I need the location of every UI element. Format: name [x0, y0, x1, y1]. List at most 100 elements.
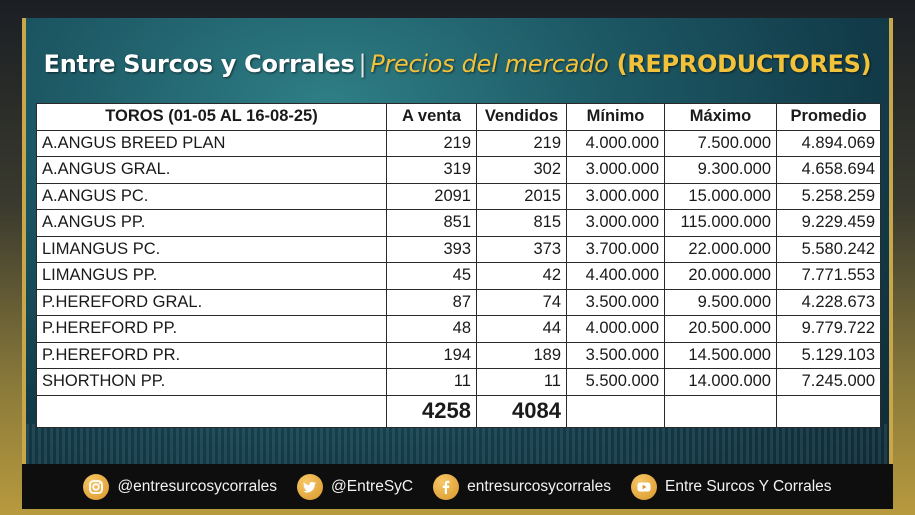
twitter-handle: @EntreSyC: [331, 477, 414, 495]
youtube-handle: Entre Surcos Y Corrales: [664, 477, 832, 495]
instagram-handle: @entresurcosycorrales: [117, 477, 278, 495]
cell-maximo: 115.000.000: [664, 209, 777, 237]
cell-vendidos: 219: [476, 129, 567, 157]
facebook-handle: entresurcosycorrales: [467, 477, 611, 495]
cell-minimo: 5.500.000: [566, 368, 665, 396]
cell-name: P.HEREFORD GRAL.: [36, 288, 387, 316]
cell-name: A.ANGUS GRAL.: [36, 156, 387, 184]
cell-a-venta: 87: [386, 288, 477, 316]
cell-a-venta: 48: [386, 315, 477, 343]
cell-minimo: 4.000.000: [566, 315, 665, 343]
cell-maximo: 9.500.000: [664, 288, 777, 316]
cell-vendidos: 11: [476, 368, 567, 396]
cell-maximo: 15.000.000: [664, 182, 777, 210]
cell-promedio: 7.771.553: [776, 262, 881, 290]
cell-name: P.HEREFORD PR.: [36, 341, 387, 369]
cell-promedio: 5.580.242: [776, 235, 881, 263]
cell-a-venta: 851: [386, 209, 477, 237]
cell-promedio: 5.129.103: [776, 341, 881, 369]
cell-minimo: 3.500.000: [566, 341, 665, 369]
column-header-minimo: Mínimo: [566, 103, 665, 131]
cell-promedio: 5.258.259: [776, 182, 881, 210]
cell-minimo: 3.500.000: [566, 288, 665, 316]
cell-vendidos: 815: [476, 209, 567, 237]
total-a-venta: 4258: [386, 394, 477, 428]
cell-promedio: 7.245.000: [776, 368, 881, 396]
cell-name: A.ANGUS BREED PLAN: [36, 129, 387, 157]
table-row: A.ANGUS PP. 851 815 3.000.000 115.000.00…: [36, 209, 881, 237]
column-header-maximo: Máximo: [664, 103, 777, 131]
cell-a-venta: 194: [386, 341, 477, 369]
cell-maximo: 14.000.000: [664, 368, 777, 396]
cell-maximo: 22.000.000: [664, 235, 777, 263]
cell-a-venta: 393: [386, 235, 477, 263]
instagram-link[interactable]: @entresurcosycorrales: [83, 473, 278, 500]
cell-name: A.ANGUS PP.: [36, 209, 387, 237]
cell-promedio: 9.229.459: [776, 209, 881, 237]
cell-promedio: 4.228.673: [776, 288, 881, 316]
cell-vendidos: 189: [476, 341, 567, 369]
youtube-link[interactable]: Entre Surcos Y Corrales: [630, 473, 832, 500]
cell-name: LIMANGUS PP.: [36, 262, 387, 290]
price-table: TOROS (01-05 AL 16-08-25) A venta Vendid…: [36, 103, 881, 428]
table-header-row: TOROS (01-05 AL 16-08-25) A venta Vendid…: [36, 103, 881, 131]
table-row: P.HEREFORD PP. 48 44 4.000.000 20.500.00…: [36, 315, 881, 343]
table-row: P.HEREFORD PR. 194 189 3.500.000 14.500.…: [36, 341, 881, 369]
cell-minimo: 4.400.000: [566, 262, 665, 290]
column-header-vendidos: Vendidos: [476, 103, 567, 131]
cell-vendidos: 373: [476, 235, 567, 263]
column-header-category: TOROS (01-05 AL 16-08-25): [36, 103, 387, 131]
title-subtitle: Precios del mercado: [370, 50, 609, 78]
table-row: A.ANGUS BREED PLAN 219 219 4.000.000 7.5…: [36, 129, 881, 157]
page-title: Entre Surcos y Corrales | Precios del merc…: [0, 50, 915, 78]
totals-empty-cell: [36, 394, 387, 428]
cell-promedio: 9.779.722: [776, 315, 881, 343]
table-row: SHORTHON PP. 11 11 5.500.000 14.000.000 …: [36, 368, 881, 396]
cell-vendidos: 302: [476, 156, 567, 184]
cell-a-venta: 11: [386, 368, 477, 396]
cell-vendidos: 74: [476, 288, 567, 316]
table-row: P.HEREFORD GRAL. 87 74 3.500.000 9.500.0…: [36, 288, 881, 316]
column-header-a-venta: A venta: [386, 103, 477, 131]
cell-name: LIMANGUS PC.: [36, 235, 387, 263]
totals-row: 4258 4084: [36, 394, 881, 428]
social-footer: @entresurcosycorrales @EntreSyC entresur…: [22, 464, 893, 509]
twitter-icon: [297, 473, 324, 500]
column-header-promedio: Promedio: [776, 103, 881, 131]
cell-name: A.ANGUS PC.: [36, 182, 387, 210]
cell-minimo: 4.000.000: [566, 129, 665, 157]
youtube-icon: [630, 473, 657, 500]
instagram-icon: [83, 473, 110, 500]
cell-maximo: 14.500.000: [664, 341, 777, 369]
cell-maximo: 20.000.000: [664, 262, 777, 290]
cell-maximo: 7.500.000: [664, 129, 777, 157]
cell-a-venta: 45: [386, 262, 477, 290]
cell-promedio: 4.658.694: [776, 156, 881, 184]
facebook-icon: [433, 473, 460, 500]
totals-empty-cell: [664, 394, 777, 428]
cell-minimo: 3.700.000: [566, 235, 665, 263]
cell-minimo: 3.000.000: [566, 156, 665, 184]
table-row: LIMANGUS PP. 45 42 4.400.000 20.000.000 …: [36, 262, 881, 290]
cell-vendidos: 2015: [476, 182, 567, 210]
cell-name: P.HEREFORD PP.: [36, 315, 387, 343]
cell-a-venta: 2091: [386, 182, 477, 210]
title-main: Entre Surcos y Corrales: [43, 50, 355, 78]
cell-a-venta: 319: [386, 156, 477, 184]
cell-minimo: 3.000.000: [566, 182, 665, 210]
totals-empty-cell: [776, 394, 881, 428]
totals-empty-cell: [566, 394, 665, 428]
table-row: A.ANGUS PC. 2091 2015 3.000.000 15.000.0…: [36, 182, 881, 210]
facebook-link[interactable]: entresurcosycorrales: [433, 473, 611, 500]
cell-a-venta: 219: [386, 129, 477, 157]
cell-promedio: 4.894.069: [776, 129, 881, 157]
twitter-link[interactable]: @EntreSyC: [297, 473, 414, 500]
total-vendidos: 4084: [476, 394, 567, 428]
cell-minimo: 3.000.000: [566, 209, 665, 237]
cell-maximo: 9.300.000: [664, 156, 777, 184]
table-row: A.ANGUS GRAL. 319 302 3.000.000 9.300.00…: [36, 156, 881, 184]
title-category: (REPRODUCTORES): [616, 50, 872, 78]
cell-vendidos: 42: [476, 262, 567, 290]
title-separator: |: [358, 50, 367, 78]
cell-vendidos: 44: [476, 315, 567, 343]
